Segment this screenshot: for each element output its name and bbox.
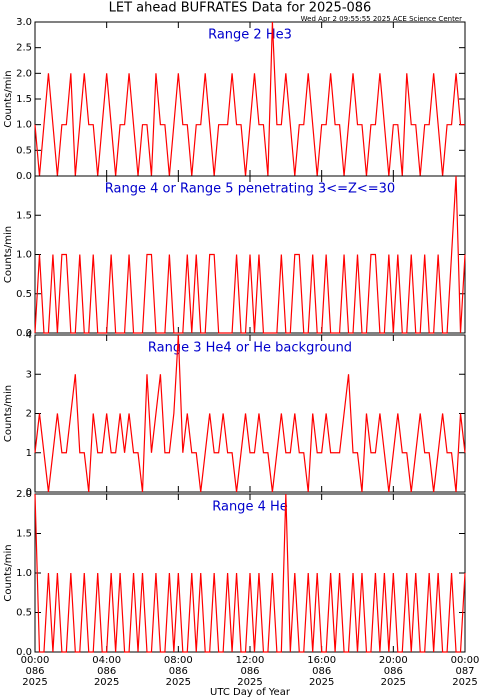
x-tick-label: 00:00 086 2025 [21, 655, 50, 688]
x-tick-label: 16:00 086 2025 [307, 655, 336, 688]
panel-title: Range 4 or Range 5 penetrating 3<=Z<=30 [105, 182, 395, 197]
y-tick-label: 0.5 [16, 608, 32, 619]
timestamp: Wed Apr 2 09:55:55 2025 ACE Science Cent… [301, 15, 462, 23]
y-tick-label: 0.5 [16, 289, 32, 300]
y-tick-label: 0 [26, 487, 32, 498]
data-line [34, 493, 466, 653]
data-line [34, 334, 466, 493]
y-tick-label: 4 [26, 330, 32, 341]
panel-title: Range 3 He4 or He background [148, 341, 352, 356]
y-tick-label: 1.5 [16, 210, 32, 221]
y-tick-label: 0.5 [16, 145, 32, 156]
y-tick-label: 1 [26, 448, 32, 459]
x-tick-label: 00:00 087 2025 [451, 655, 479, 688]
y-tick-label: 2.0 [16, 489, 32, 500]
y-axis-label: Counts/min [3, 544, 14, 601]
y-tick-label: 1.0 [16, 568, 32, 579]
y-tick-label: 0.0 [16, 171, 32, 182]
x-tick-label: 04:00 086 2025 [92, 655, 121, 688]
y-tick-label: 1.5 [16, 94, 32, 105]
y-axis-label: Counts/min [3, 385, 14, 442]
data-line [34, 175, 466, 334]
x-tick-label: 20:00 086 2025 [379, 655, 408, 688]
plot-frame [34, 334, 466, 493]
y-tick-label: 1.5 [16, 529, 32, 540]
y-axis-label: Counts/min [3, 226, 14, 283]
x-axis-label: UTC Day of Year [210, 687, 291, 698]
y-tick-label: 0.0 [16, 647, 32, 658]
y-tick-label: 0.0 [16, 328, 32, 339]
y-tick-label: 1.0 [16, 120, 32, 131]
y-tick-label: 2.5 [16, 43, 32, 54]
y-axis-label: Counts/min [3, 70, 14, 127]
y-tick-label: 3 [26, 369, 32, 380]
panel-title: Range 2 He3 [208, 28, 292, 43]
chart-title: LET ahead BUFRATES Data for 2025-086 [109, 1, 372, 16]
x-tick-label: 12:00 086 2025 [236, 655, 265, 688]
x-tick-label: 08:00 086 2025 [164, 655, 193, 688]
data-line [34, 21, 465, 177]
panel-title: Range 4 He [212, 500, 288, 515]
y-tick-label: 1.0 [16, 250, 32, 261]
y-tick-label: 2 [26, 409, 32, 420]
y-tick-label: 3.0 [16, 17, 32, 28]
y-tick-label: 2.0 [16, 68, 32, 79]
